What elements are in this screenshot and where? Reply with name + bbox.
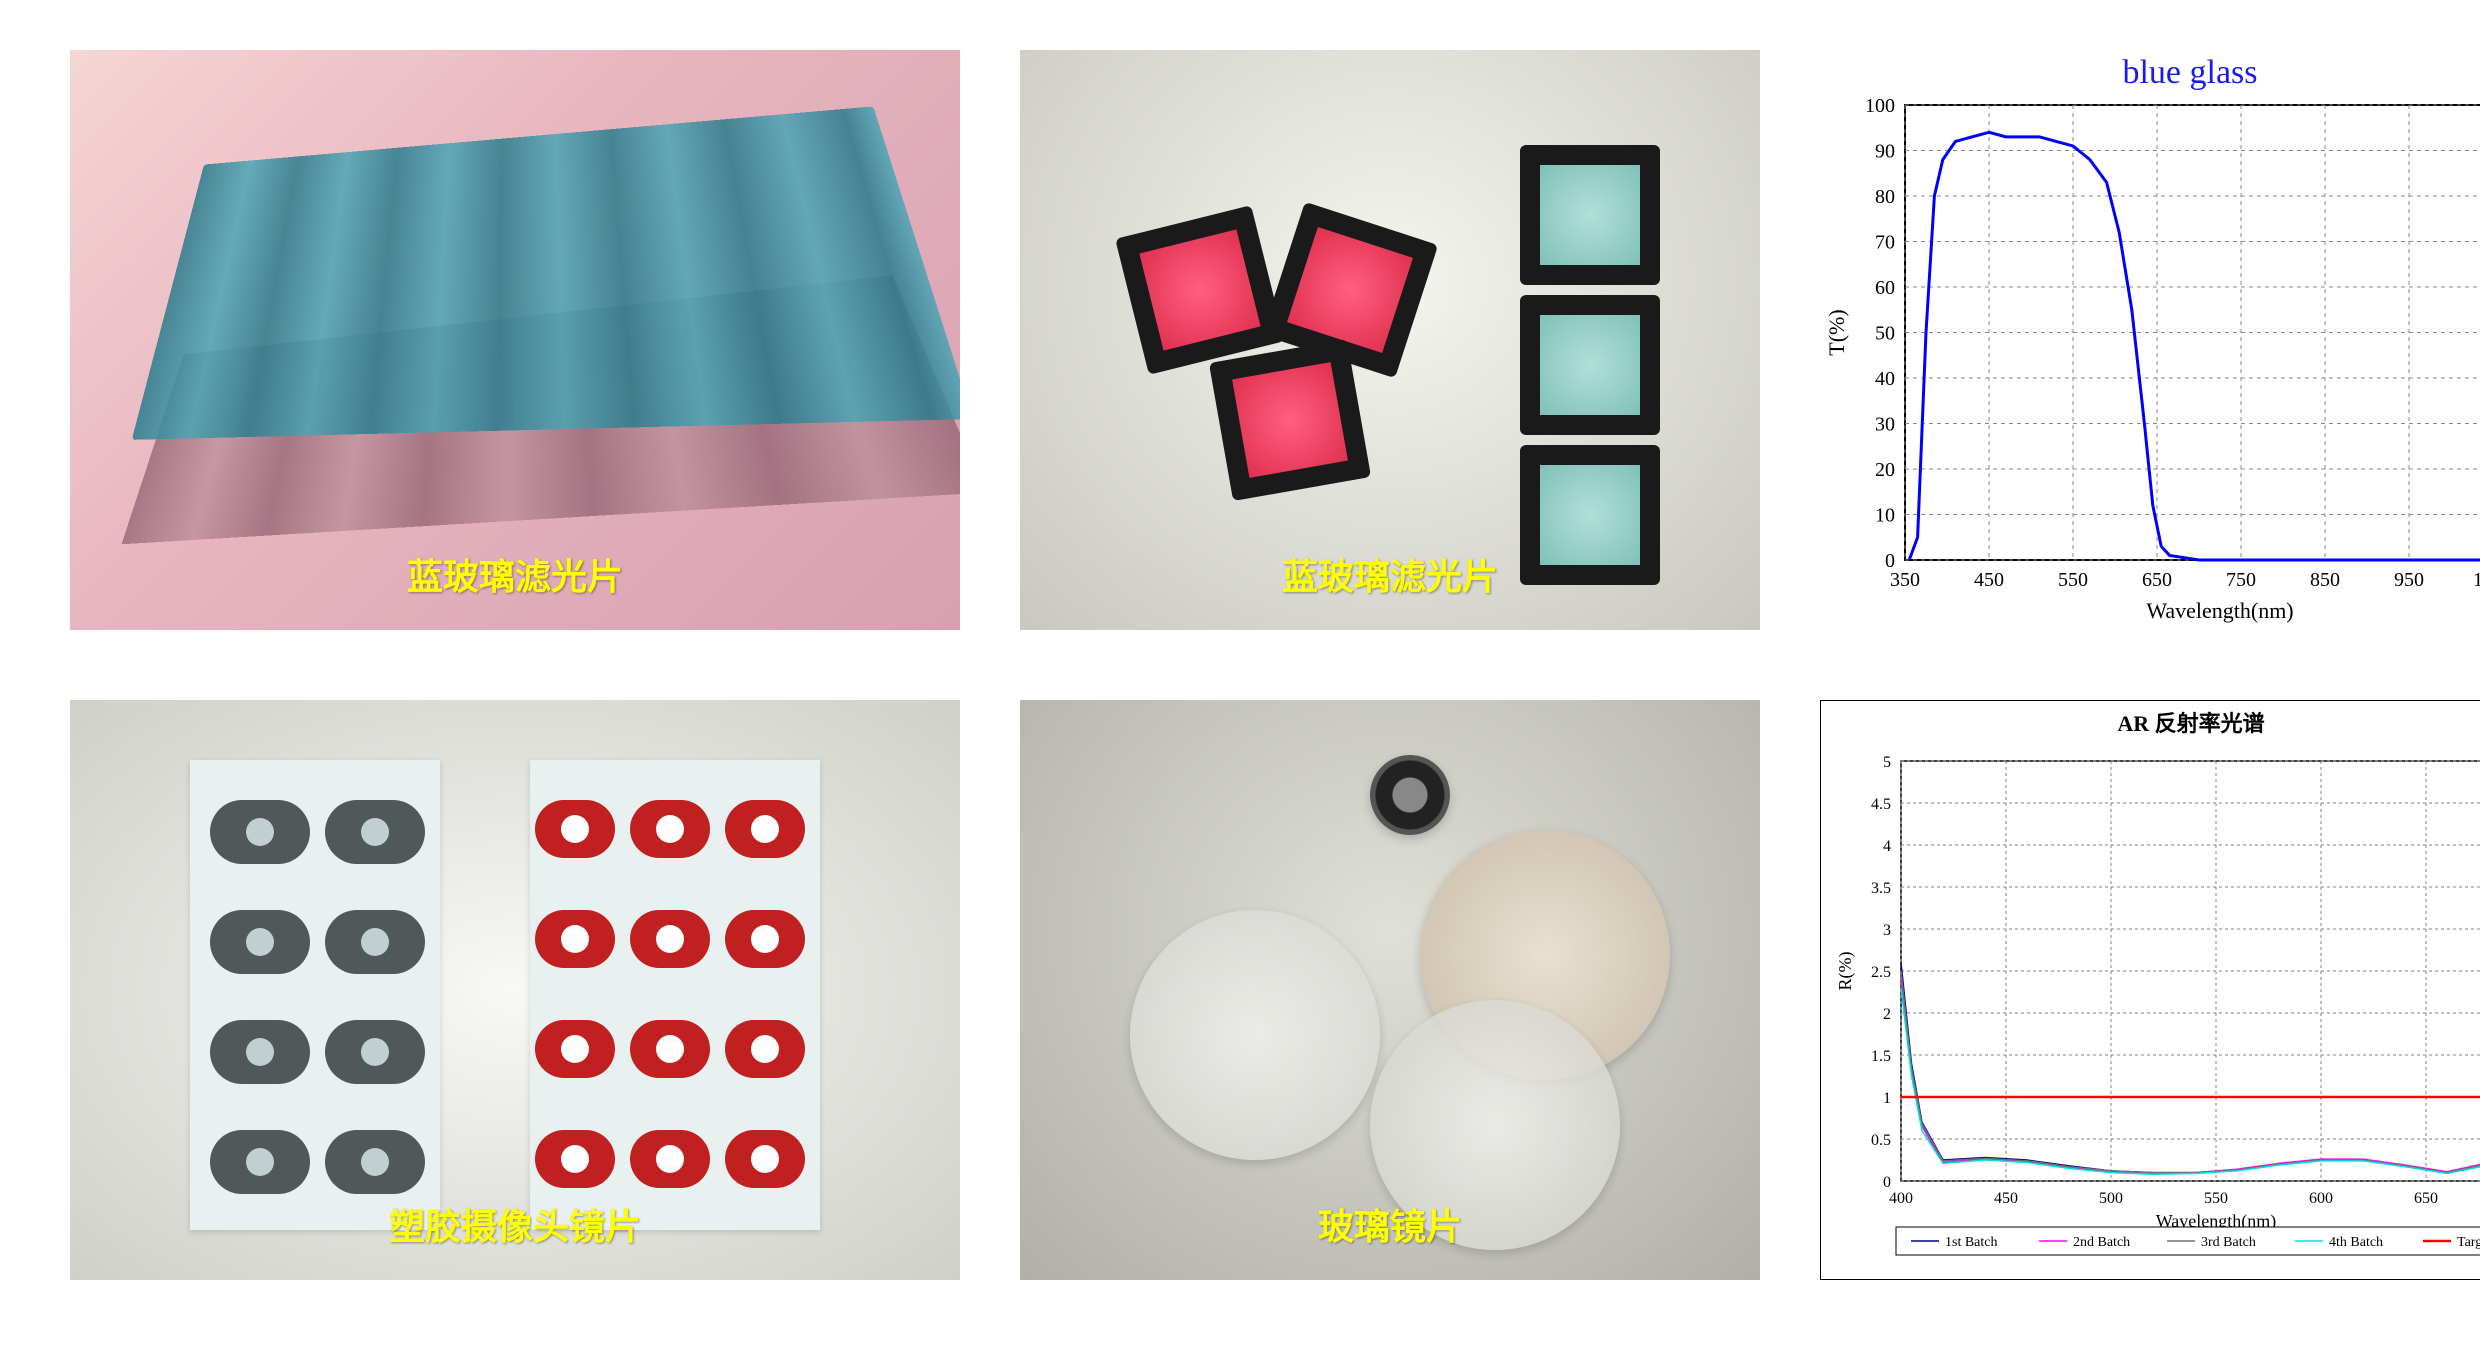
chart-blue-svg: 350 450 550 650 750 850 950 1050 0 10 20 30 40 50 60 70… [1820, 50, 2480, 630]
lozenge-red [630, 800, 710, 858]
filter-red-3 [1209, 339, 1371, 501]
lozenge-red [630, 1020, 710, 1078]
svg-text:0.5: 0.5 [1871, 1132, 1891, 1149]
svg-text:30: 30 [1875, 414, 1895, 436]
svg-text:20: 20 [1875, 459, 1895, 481]
svg-text:0: 0 [1883, 1174, 1891, 1191]
lozenge-dark [210, 800, 310, 864]
filter-teal-1 [1520, 145, 1660, 285]
photo-glass-lenses [1020, 700, 1760, 1280]
lozenge-red [725, 800, 805, 858]
lozenge-dark [210, 1130, 310, 1194]
svg-text:50: 50 [1875, 323, 1895, 345]
caption-5: 玻璃镜片 [1318, 1198, 1462, 1250]
svg-text:T(%): T(%) [1824, 309, 1849, 355]
svg-text:550: 550 [2058, 569, 2088, 591]
svg-text:10: 10 [1875, 505, 1895, 527]
svg-text:2: 2 [1883, 1006, 1891, 1023]
svg-text:1st Batch: 1st Batch [1945, 1235, 1998, 1250]
photo-blue-glass-tray [70, 50, 960, 630]
chart-blue-glass: blue glass 35045055065075085095010500102… [1820, 50, 2480, 630]
product-grid: 蓝玻璃滤光片 蓝玻璃滤光片 blue glass 350450550650750… [70, 50, 2410, 1280]
svg-text:650: 650 [2414, 1190, 2438, 1207]
filter-teal-2 [1520, 295, 1660, 435]
svg-text:400: 400 [1889, 1190, 1913, 1207]
svg-text:650: 650 [2142, 569, 2172, 591]
svg-text:60: 60 [1875, 277, 1895, 299]
svg-text:40: 40 [1875, 368, 1895, 390]
lozenge-red [725, 910, 805, 968]
filter-teal-3 [1520, 445, 1660, 585]
chart-ar: AR 反射率光谱40045050055060065070000.511.522.… [1820, 700, 2480, 1280]
svg-text:Target: Target [2457, 1235, 2480, 1250]
panel-glass-lenses: 玻璃镜片 [1020, 700, 1760, 1280]
svg-text:70: 70 [1875, 232, 1895, 254]
lozenge-red [535, 910, 615, 968]
lozenge-red [630, 910, 710, 968]
caption-2: 蓝玻璃滤光片 [1282, 548, 1498, 600]
svg-text:750: 750 [2226, 569, 2256, 591]
caption-4: 塑胶摄像头镜片 [389, 1198, 641, 1250]
lens-ring [1370, 755, 1450, 835]
lozenge-red [630, 1130, 710, 1188]
svg-text:350: 350 [1890, 569, 1920, 591]
svg-text:850: 850 [2310, 569, 2340, 591]
lozenge-dark [210, 910, 310, 974]
lozenge-red [725, 1130, 805, 1188]
lozenge-dark [325, 910, 425, 974]
svg-text:950: 950 [2394, 569, 2424, 591]
lozenge-dark [325, 800, 425, 864]
panel-square-filters: 蓝玻璃滤光片 [1020, 50, 1760, 630]
svg-text:2nd Batch: 2nd Batch [2073, 1235, 2130, 1250]
panel-chart-blue-glass: blue glass 35045055065075085095010500102… [1820, 50, 2480, 630]
svg-text:80: 80 [1875, 186, 1895, 208]
svg-text:Wavelength(nm): Wavelength(nm) [2146, 598, 2293, 623]
svg-text:R(%): R(%) [1835, 952, 1856, 991]
svg-text:550: 550 [2204, 1190, 2228, 1207]
svg-text:3: 3 [1883, 922, 1891, 939]
lozenge-red [535, 1020, 615, 1078]
lozenge-red [725, 1020, 805, 1078]
svg-text:600: 600 [2309, 1190, 2333, 1207]
svg-text:2.5: 2.5 [1871, 964, 1891, 981]
svg-text:100: 100 [1865, 95, 1895, 117]
svg-text:0: 0 [1885, 550, 1895, 572]
lozenge-red [535, 800, 615, 858]
chart-ar-svg: AR 反射率光谱40045050055060065070000.511.522.… [1821, 701, 2480, 1281]
photo-plastic-lenses [70, 700, 960, 1280]
svg-text:3rd Batch: 3rd Batch [2201, 1235, 2256, 1250]
panel-blue-glass-tray: 蓝玻璃滤光片 [70, 50, 960, 630]
lozenge-dark [325, 1130, 425, 1194]
svg-text:1: 1 [1883, 1090, 1891, 1107]
lens-clear-left [1130, 910, 1380, 1160]
svg-text:500: 500 [2099, 1190, 2123, 1207]
panel-plastic-lenses: 塑胶摄像头镜片 [70, 700, 960, 1280]
panel-chart-ar: AR 反射率光谱40045050055060065070000.511.522.… [1820, 700, 2480, 1280]
svg-text:450: 450 [1974, 569, 2004, 591]
svg-text:1.5: 1.5 [1871, 1048, 1891, 1065]
lozenge-red [535, 1130, 615, 1188]
svg-text:90: 90 [1875, 141, 1895, 163]
svg-text:4th Batch: 4th Batch [2329, 1235, 2383, 1250]
svg-text:5: 5 [1883, 754, 1891, 771]
lozenge-dark [325, 1020, 425, 1084]
lozenge-dark [210, 1020, 310, 1084]
svg-text:4: 4 [1883, 838, 1891, 855]
svg-text:4.5: 4.5 [1871, 796, 1891, 813]
caption-1: 蓝玻璃滤光片 [407, 548, 623, 600]
photo-square-filters [1020, 50, 1760, 630]
svg-text:1050: 1050 [2473, 569, 2480, 591]
svg-text:3.5: 3.5 [1871, 880, 1891, 897]
svg-text:450: 450 [1994, 1190, 2018, 1207]
svg-text:AR 反射率光谱: AR 反射率光谱 [2117, 711, 2264, 736]
